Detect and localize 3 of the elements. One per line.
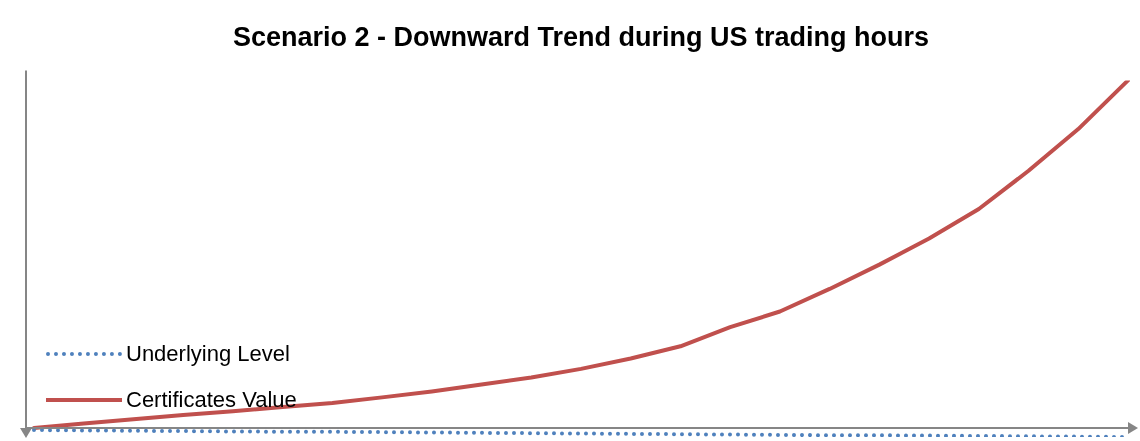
legend-label: Underlying Level	[126, 341, 290, 367]
legend-label: Certificates Value	[126, 387, 297, 413]
chart-title: Scenario 2 - Downward Trend during US trading hours	[232, 21, 930, 52]
